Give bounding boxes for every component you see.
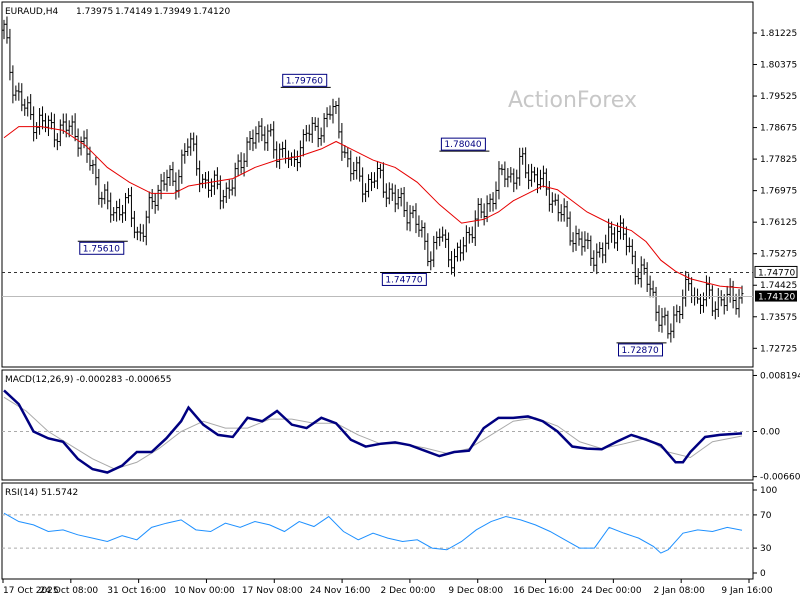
macd-y-tick-label: -0.006604 [760,473,800,483]
macd-signal-line [3,396,743,470]
macd-y-tick-label: 0.008194 [760,371,800,381]
ohlc-high: 1.74149 [115,7,152,17]
annotation-label: 1.79760 [286,76,323,86]
macd-main-line [3,389,743,474]
ohlc-low: 1.73949 [154,7,191,17]
annotation-label: 1.75610 [83,244,120,254]
annotation-label: 1.78040 [444,140,481,150]
last-price-tag: 1.74120 [755,290,797,303]
x-tick-label: 24 Oct 08:00 [39,586,98,596]
x-tick-label: 10 Nov 00:00 [174,586,235,596]
price-y-tick-label: 1.74425 [760,281,797,291]
annotation-box [79,241,125,255]
rsi-pane: RSI(14) 51.5742 100 70 30 0 [1,482,777,580]
macd-pane-frame [1,369,754,481]
price-annotations: 1.79760 1.75610 1.74770 1.78040 1.72870 [77,73,667,357]
price-y-tick-label: 1.81225 [760,29,797,39]
rsi-y-axis: 100 70 30 0 [753,486,777,579]
resistance-level-tag: 1.74770 [754,265,798,278]
resistance-level-tag-bg [754,265,798,278]
macd-label: MACD(12,26,9) -0.000283 -0.000655 [5,375,171,385]
ohlc-open: 1.73975 [76,7,113,17]
x-tick-label: 16 Dec 16:00 [513,586,574,596]
x-tick-label: 31 Oct 16:00 [107,586,166,596]
price-ma-layer [3,126,743,289]
annotation-box [618,343,664,357]
rsi-line [3,512,743,554]
moving-average-line [3,126,743,289]
rsi-y-tick-label: 30 [760,544,772,554]
price-y-tick-label: 1.77825 [760,155,797,165]
price-y-tick-label: 1.76125 [760,218,797,228]
watermark: ActionForex [508,88,637,113]
annotation-box [282,73,328,87]
price-y-tick-label: 1.79525 [760,92,797,102]
annotation-box [440,137,486,151]
price-y-tick-label: 1.72725 [760,344,797,354]
x-tick-label: 9 Dec 08:00 [448,586,503,596]
macd-pane: MACD(12,26,9) -0.000283 -0.000655 0.0081… [1,369,800,483]
last-price-tag-text: 1.74120 [758,293,795,303]
rsi-label: RSI(14) 51.5742 [5,488,78,498]
last-price-tag-bg [755,290,797,302]
price-pane: ActionForex EURAUD,H4 1.73975 1.74149 1.… [1,1,798,368]
resistance-level-tag-text: 1.74770 [758,268,795,278]
x-tick-label: 24 Nov 16:00 [310,586,371,596]
price-y-tick-label: 1.80375 [760,61,797,71]
symbol-label: EURAUD,H4 [5,7,58,17]
price-bars [2,16,744,343]
x-tick-label: 24 Dec 00:00 [581,586,642,596]
annotation-box [381,272,427,286]
price-y-tick-label: 1.73575 [760,313,797,323]
annotation-label: 1.74770 [385,275,422,285]
price-y-tick-label: 1.78675 [760,124,797,134]
rsi-y-tick-label: 100 [760,486,777,496]
price-y-axis: 1.81225 1.80375 1.79525 1.78675 1.77825 1.769… [753,29,797,354]
rsi-y-tick-label: 0 [760,569,766,579]
macd-y-axis: 0.008194 0.00 -0.006604 [753,371,800,483]
annotation-label: 1.72870 [622,346,659,356]
x-tick-label: 2 Jan 08:00 [654,586,706,596]
x-tick-label: 2 Dec 00:00 [381,586,436,596]
macd-y-tick-label: 0.00 [760,427,780,437]
price-y-tick-label: 1.76975 [760,187,797,197]
rsi-pane-frame [1,482,754,580]
ohlc-close: 1.74120 [193,7,230,17]
x-tick-label: 17 Oct 2025 [3,586,59,596]
x-tick-label: 9 Jan 16:00 [721,586,773,596]
x-tick-label: 17 Nov 08:00 [242,586,303,596]
rsi-y-tick-label: 70 [760,511,772,521]
price-y-tick-label: 1.75275 [760,250,797,260]
